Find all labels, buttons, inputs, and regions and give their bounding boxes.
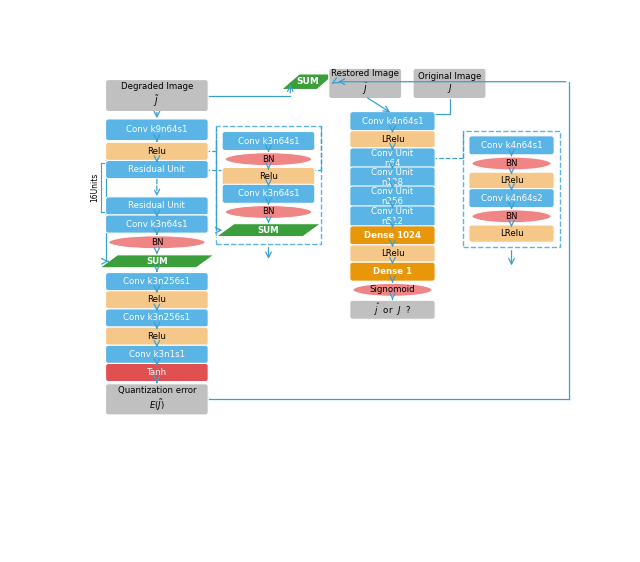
Ellipse shape <box>472 210 551 223</box>
Text: Relu: Relu <box>147 147 166 156</box>
Text: Relu: Relu <box>147 295 166 304</box>
Text: BN: BN <box>505 159 518 168</box>
FancyBboxPatch shape <box>413 69 486 98</box>
FancyBboxPatch shape <box>106 119 208 140</box>
FancyBboxPatch shape <box>106 327 208 345</box>
Text: Relu: Relu <box>259 172 278 181</box>
Text: Quantization error
$E(\tilde{J})$: Quantization error $E(\tilde{J})$ <box>118 386 196 413</box>
Text: Residual Unit: Residual Unit <box>129 165 186 174</box>
Ellipse shape <box>225 206 312 219</box>
Text: Conv k4n64s1: Conv k4n64s1 <box>481 141 542 150</box>
Text: BN: BN <box>150 238 163 247</box>
Text: BN: BN <box>262 155 275 164</box>
Bar <box>463 130 560 247</box>
FancyBboxPatch shape <box>469 172 554 189</box>
Text: BN: BN <box>505 212 518 221</box>
FancyBboxPatch shape <box>106 161 208 179</box>
Ellipse shape <box>225 153 312 166</box>
Text: Conv Unit
n128: Conv Unit n128 <box>371 167 413 187</box>
FancyBboxPatch shape <box>106 273 208 291</box>
FancyBboxPatch shape <box>106 364 208 382</box>
Text: Degraded Image
$\tilde{J}$: Degraded Image $\tilde{J}$ <box>121 82 193 109</box>
FancyBboxPatch shape <box>222 167 315 185</box>
Text: Conv Unit
n64: Conv Unit n64 <box>371 148 413 168</box>
Text: Dense 1: Dense 1 <box>373 267 412 276</box>
FancyBboxPatch shape <box>350 112 435 130</box>
FancyBboxPatch shape <box>350 130 435 148</box>
Text: Tanh: Tanh <box>147 368 167 377</box>
FancyBboxPatch shape <box>350 167 435 188</box>
FancyBboxPatch shape <box>106 197 208 215</box>
FancyBboxPatch shape <box>106 142 208 161</box>
Text: Conv k3n64s1: Conv k3n64s1 <box>126 220 188 229</box>
Text: LRelu: LRelu <box>500 176 524 185</box>
Ellipse shape <box>353 283 432 296</box>
Polygon shape <box>282 74 335 89</box>
FancyBboxPatch shape <box>350 226 435 245</box>
Polygon shape <box>216 224 321 237</box>
Ellipse shape <box>472 157 551 170</box>
Text: Conv k3n256s1: Conv k3n256s1 <box>124 314 191 323</box>
Text: Conv Unit
n256: Conv Unit n256 <box>371 187 413 206</box>
FancyBboxPatch shape <box>469 136 554 155</box>
Text: Signomoid: Signomoid <box>370 285 415 294</box>
FancyBboxPatch shape <box>350 262 435 281</box>
Text: Relu: Relu <box>147 332 166 341</box>
FancyBboxPatch shape <box>350 186 435 207</box>
FancyBboxPatch shape <box>106 291 208 309</box>
Text: Residual Unit: Residual Unit <box>129 201 186 210</box>
Text: Conv k3n256s1: Conv k3n256s1 <box>124 277 191 286</box>
Text: LRelu: LRelu <box>381 135 404 144</box>
FancyBboxPatch shape <box>106 309 208 327</box>
Text: SUM: SUM <box>146 257 168 266</box>
Text: SUM: SUM <box>297 77 319 86</box>
FancyBboxPatch shape <box>106 215 208 233</box>
FancyBboxPatch shape <box>329 69 402 98</box>
FancyBboxPatch shape <box>222 184 315 203</box>
Ellipse shape <box>109 236 205 249</box>
Text: Conv k3n64s1: Conv k3n64s1 <box>237 137 300 146</box>
Text: LRelu: LRelu <box>381 249 404 258</box>
Text: Conv k4n64s2: Conv k4n64s2 <box>481 194 542 203</box>
Text: LRelu: LRelu <box>500 229 524 238</box>
Text: Restored Image
$\hat{J}$: Restored Image $\hat{J}$ <box>332 69 399 97</box>
FancyBboxPatch shape <box>350 300 435 319</box>
FancyBboxPatch shape <box>106 345 208 364</box>
FancyBboxPatch shape <box>106 80 208 112</box>
FancyBboxPatch shape <box>222 132 315 151</box>
Text: Dense 1024: Dense 1024 <box>364 231 421 240</box>
FancyBboxPatch shape <box>350 245 435 262</box>
FancyBboxPatch shape <box>350 206 435 226</box>
Text: Conv k4n64s1: Conv k4n64s1 <box>362 116 423 125</box>
Text: $\hat{j}$  or  $J$  ?: $\hat{j}$ or $J$ ? <box>374 301 411 318</box>
Text: BN: BN <box>262 207 275 216</box>
Text: Conv k3n1s1: Conv k3n1s1 <box>129 350 185 359</box>
Polygon shape <box>100 255 214 268</box>
FancyBboxPatch shape <box>469 225 554 242</box>
Bar <box>216 126 321 244</box>
FancyBboxPatch shape <box>106 384 208 415</box>
FancyBboxPatch shape <box>469 189 554 207</box>
Text: SUM: SUM <box>258 226 279 235</box>
Text: Original Image
$J$: Original Image $J$ <box>418 71 481 96</box>
Text: Conv k9n64s1: Conv k9n64s1 <box>126 125 188 134</box>
Text: 16Units: 16Units <box>90 173 99 202</box>
Text: Conv k3n64s1: Conv k3n64s1 <box>237 189 300 198</box>
Text: Conv Unit
n512: Conv Unit n512 <box>371 207 413 226</box>
FancyBboxPatch shape <box>350 148 435 169</box>
